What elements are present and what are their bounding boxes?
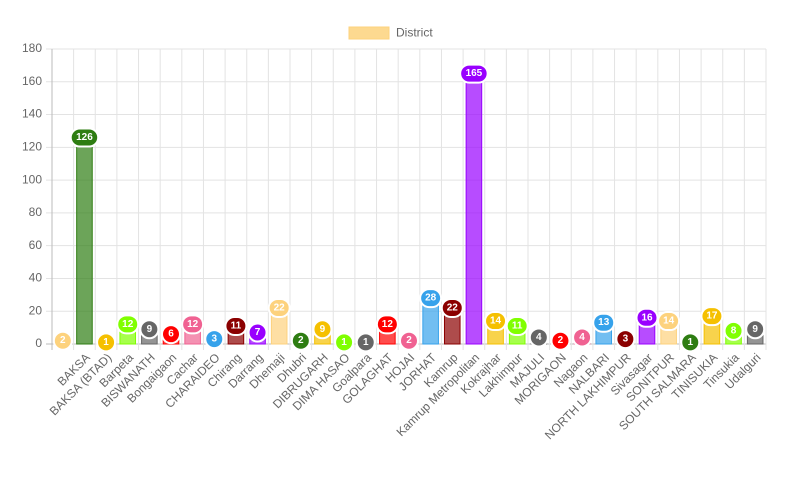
data-label: 1 (103, 337, 109, 348)
bar (76, 137, 93, 345)
data-label: 165 (466, 68, 483, 79)
data-label: 6 (168, 329, 174, 340)
y-tick-label: 80 (29, 205, 43, 219)
data-label-bubble (484, 311, 508, 332)
data-label: 14 (490, 316, 502, 327)
data-label-bubble (247, 322, 268, 343)
data-label: 11 (512, 320, 523, 331)
data-label: 14 (663, 316, 675, 327)
data-label-bubble (459, 63, 489, 84)
data-label-bubble (290, 330, 311, 351)
y-tick-label: 160 (22, 74, 42, 88)
data-label: 11 (231, 320, 242, 331)
data-label: 7 (255, 327, 261, 338)
data-label-bubble (572, 327, 593, 348)
data-label-bubble (96, 332, 117, 353)
y-tick-label: 40 (29, 271, 43, 285)
data-label: 22 (274, 302, 286, 313)
data-label: 126 (76, 132, 93, 143)
bar (465, 73, 483, 345)
y-tick-label: 20 (29, 303, 43, 317)
data-label-bubble (592, 312, 616, 333)
y-tick-label: 60 (29, 238, 43, 252)
data-label-bubble (204, 329, 225, 350)
data-label-bubble (375, 314, 399, 335)
data-label-bubble (615, 329, 636, 350)
data-label-bubble (505, 315, 529, 336)
data-label: 2 (298, 335, 304, 346)
data-label-bubble (680, 332, 701, 353)
data-label-bubble (635, 307, 659, 328)
data-label-bubble (181, 314, 205, 335)
data-label: 1 (341, 337, 347, 348)
data-label-bubble (52, 330, 73, 351)
data-label: 9 (147, 324, 153, 335)
data-label-bubble (224, 315, 248, 336)
data-label: 4 (579, 332, 585, 343)
data-label: 17 (706, 311, 718, 322)
data-label: 2 (558, 335, 564, 346)
data-label: 1 (363, 337, 369, 348)
data-label-bubble (723, 320, 744, 341)
data-label-bubble (161, 324, 181, 345)
data-label: 16 (641, 312, 653, 323)
y-tick-label: 140 (22, 107, 42, 121)
y-tick-label: 180 (22, 41, 42, 55)
data-label: 12 (187, 319, 199, 330)
data-label-bubble (69, 127, 100, 148)
data-label-bubble (550, 330, 571, 351)
data-label: 13 (598, 317, 610, 328)
data-label-bubble (700, 306, 724, 327)
data-label-bubble (419, 288, 443, 309)
data-label-bubble (440, 297, 464, 318)
data-label-bubble (312, 319, 333, 340)
y-tick-label: 100 (22, 172, 42, 186)
y-tick-label: 0 (35, 336, 42, 350)
data-label: 2 (406, 335, 412, 346)
data-label-bubble (355, 332, 376, 353)
data-label: 1 (687, 337, 693, 348)
data-label-bubble (139, 319, 160, 340)
data-label-bubble (745, 319, 766, 340)
data-label: 12 (122, 319, 134, 330)
data-label: 2 (60, 335, 66, 346)
data-label-bubble (528, 327, 549, 348)
data-label-bubble (657, 311, 681, 332)
data-label: 4 (536, 332, 542, 343)
data-label-bubble (116, 314, 140, 335)
data-label: 28 (425, 293, 437, 304)
data-label-bubble (334, 332, 355, 353)
data-label: 3 (211, 334, 217, 345)
y-tick-label: 120 (22, 140, 42, 154)
data-label: 9 (752, 324, 758, 335)
data-label-bubble (267, 297, 291, 318)
data-label: 3 (623, 334, 629, 345)
data-label: 22 (447, 302, 459, 313)
legend-swatch (348, 26, 390, 40)
data-label: 9 (320, 324, 326, 335)
data-label: 8 (731, 325, 737, 336)
legend-label: District (396, 26, 433, 40)
data-label-bubble (399, 330, 419, 351)
data-label: 12 (382, 319, 394, 330)
